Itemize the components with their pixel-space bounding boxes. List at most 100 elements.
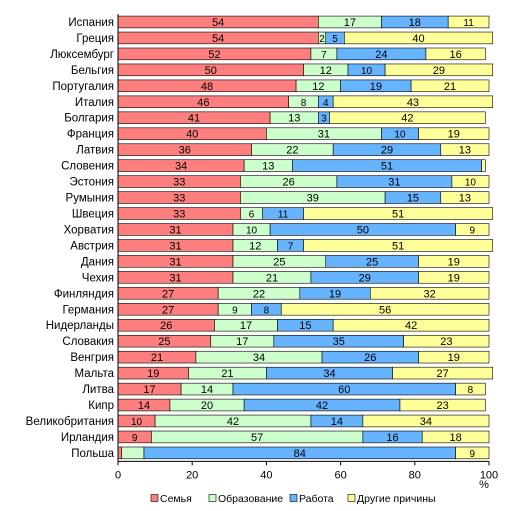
category-label: Люксембург bbox=[50, 49, 114, 61]
bar-segment bbox=[399, 398, 486, 412]
category-label: Польша bbox=[71, 448, 114, 460]
value-label: 50 bbox=[357, 224, 369, 236]
category-label: Болгария bbox=[64, 113, 114, 125]
value-label: 56 bbox=[379, 304, 391, 316]
value-label: 23 bbox=[437, 400, 449, 412]
value-label: 31 bbox=[388, 177, 400, 189]
value-label: 22 bbox=[253, 288, 265, 300]
bar-segment bbox=[332, 319, 490, 332]
value-label: 19 bbox=[370, 81, 382, 93]
value-label: 13 bbox=[459, 193, 471, 205]
value-label: 11 bbox=[463, 18, 474, 29]
bar-segment bbox=[451, 175, 490, 188]
value-label: 24 bbox=[375, 49, 387, 61]
x-tick-label: 100 bbox=[480, 469, 498, 481]
value-label: 17 bbox=[240, 320, 252, 332]
value-label: 54 bbox=[212, 17, 224, 29]
bar-segment bbox=[280, 303, 490, 316]
category-label: Дания bbox=[81, 256, 114, 268]
bar-segment bbox=[421, 430, 490, 444]
value-label: 29 bbox=[381, 145, 393, 157]
value-label: 40 bbox=[412, 33, 424, 45]
x-tick-label: 0 bbox=[115, 469, 121, 481]
value-label: 15 bbox=[407, 193, 419, 205]
value-label: 33 bbox=[173, 193, 185, 205]
value-label: 8 bbox=[264, 305, 270, 316]
value-label: 10 bbox=[246, 225, 258, 236]
category-labels: Испания Греция Люксембург Бельгия Португалия… bbox=[26, 17, 115, 460]
category-label: Португалия bbox=[52, 81, 114, 93]
legend-swatch bbox=[150, 494, 159, 502]
value-label: 7 bbox=[321, 50, 327, 61]
legend-label: Семья bbox=[160, 493, 192, 505]
value-label: 60 bbox=[338, 384, 350, 396]
value-label: 26 bbox=[283, 177, 295, 189]
bar-segment bbox=[392, 366, 494, 380]
value-label: 10 bbox=[465, 178, 477, 189]
category-label: Литва bbox=[82, 384, 114, 396]
value-label: 32 bbox=[424, 288, 436, 300]
value-label: 27 bbox=[437, 368, 449, 380]
category-label: Словения bbox=[61, 161, 114, 173]
value-label: 19 bbox=[448, 352, 460, 364]
value-label: 12 bbox=[312, 81, 324, 93]
value-label: 25 bbox=[273, 256, 285, 268]
x-tick-label: 20 bbox=[186, 469, 198, 481]
value-label: 57 bbox=[251, 432, 263, 444]
value-label: 40 bbox=[186, 129, 198, 141]
bar-segment bbox=[455, 446, 490, 460]
value-label: 84 bbox=[294, 448, 306, 460]
legend-label: Другие причины bbox=[357, 493, 436, 505]
value-label: 12 bbox=[249, 240, 261, 252]
value-label: 16 bbox=[386, 432, 398, 444]
value-label: 10 bbox=[131, 417, 143, 428]
bar-segment bbox=[121, 446, 145, 460]
value-label: 22 bbox=[286, 145, 298, 157]
value-label: 3 bbox=[321, 114, 327, 125]
value-label: 33 bbox=[173, 209, 185, 221]
bar-segment bbox=[455, 223, 490, 236]
value-label: 16 bbox=[449, 49, 461, 61]
value-label: 51 bbox=[392, 209, 404, 221]
value-label: 13 bbox=[262, 161, 274, 173]
value-label: 29 bbox=[433, 65, 445, 77]
bar-segment bbox=[344, 31, 494, 45]
category-label: Ирландия bbox=[61, 432, 114, 444]
bar-segment bbox=[447, 15, 490, 29]
value-label: 18 bbox=[449, 432, 461, 444]
value-label: 42 bbox=[401, 113, 413, 125]
value-label: 31 bbox=[169, 272, 181, 284]
value-label: 19 bbox=[448, 272, 460, 284]
value-label: 39 bbox=[307, 193, 319, 205]
value-label: 31 bbox=[169, 224, 181, 236]
value-label: 33 bbox=[173, 177, 185, 189]
value-label: 19 bbox=[448, 256, 460, 268]
category-label: Великобритания bbox=[26, 416, 114, 428]
value-label: 17 bbox=[344, 17, 356, 29]
value-label: 41 bbox=[188, 113, 200, 125]
value-label: 18 bbox=[409, 17, 421, 29]
value-label: 34 bbox=[420, 416, 432, 428]
category-label: Финляндия bbox=[54, 288, 114, 300]
category-label: Италия bbox=[75, 97, 114, 109]
bar-segment bbox=[410, 79, 490, 93]
bar-segment bbox=[384, 63, 494, 77]
value-label: 54 bbox=[212, 33, 224, 45]
category-label: Хорватия bbox=[64, 224, 114, 236]
value-label: 8 bbox=[301, 98, 307, 109]
value-label: 9 bbox=[232, 305, 238, 316]
bar-segment bbox=[455, 382, 486, 396]
value-label: 50 bbox=[205, 65, 217, 77]
category-label: Германия bbox=[62, 304, 114, 316]
bar-segment bbox=[440, 143, 490, 156]
value-label: 9 bbox=[132, 433, 138, 444]
value-label: 14 bbox=[201, 384, 213, 396]
value-label: 46 bbox=[197, 97, 209, 109]
value-label: 19 bbox=[448, 129, 460, 141]
value-label: 29 bbox=[359, 272, 371, 284]
value-label: 19 bbox=[147, 368, 159, 380]
value-label: 21 bbox=[151, 352, 163, 364]
value-label: 6 bbox=[249, 210, 255, 221]
value-label: 34 bbox=[323, 368, 335, 380]
